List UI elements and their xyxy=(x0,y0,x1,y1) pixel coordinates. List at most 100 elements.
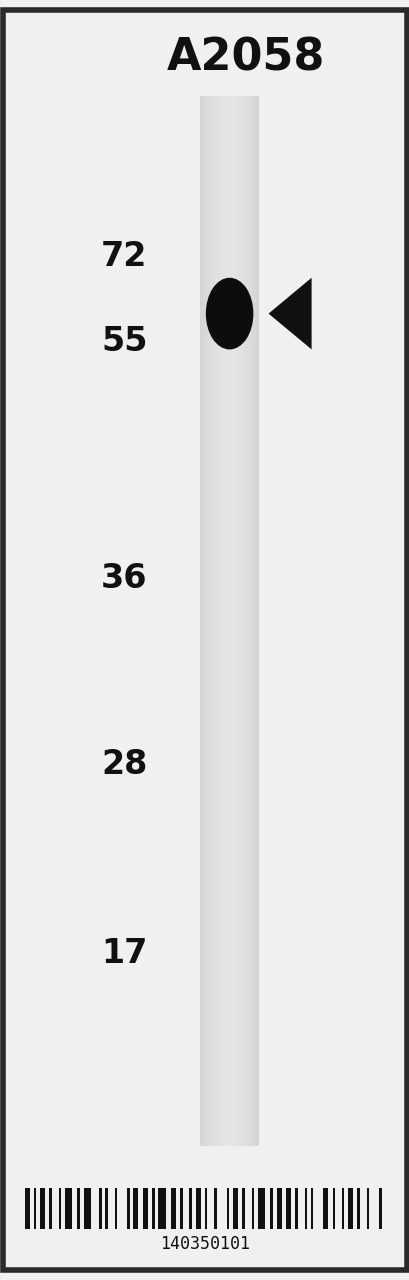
Bar xyxy=(40,1188,45,1229)
Bar xyxy=(215,96,216,1146)
Bar xyxy=(115,1188,117,1229)
Bar xyxy=(133,1188,138,1229)
Bar xyxy=(195,1188,200,1229)
Bar xyxy=(235,96,236,1146)
Bar xyxy=(248,96,249,1146)
Bar xyxy=(210,96,211,1146)
Bar xyxy=(226,96,227,1146)
Bar xyxy=(201,96,202,1146)
Bar xyxy=(310,1188,312,1229)
Bar xyxy=(223,96,224,1146)
Bar xyxy=(221,96,222,1146)
Bar xyxy=(242,1188,244,1229)
Bar xyxy=(234,96,235,1146)
Bar xyxy=(219,96,220,1146)
Bar xyxy=(232,1188,237,1229)
Bar xyxy=(230,96,231,1146)
Text: 72: 72 xyxy=(101,239,147,273)
Bar xyxy=(65,1188,72,1229)
Bar xyxy=(294,1188,297,1229)
Bar xyxy=(270,1188,272,1229)
Bar xyxy=(207,96,208,1146)
Bar xyxy=(171,1188,175,1229)
Bar xyxy=(127,1188,129,1229)
Bar xyxy=(25,1188,29,1229)
Bar xyxy=(208,96,209,1146)
Bar xyxy=(226,1188,229,1229)
Bar xyxy=(341,1188,344,1229)
Bar xyxy=(189,1188,191,1229)
Bar xyxy=(158,1188,165,1229)
Bar xyxy=(217,96,218,1146)
Text: 28: 28 xyxy=(101,748,147,781)
Bar xyxy=(206,96,207,1146)
Bar xyxy=(205,96,206,1146)
Bar xyxy=(254,96,255,1146)
Bar xyxy=(357,1188,359,1229)
Bar xyxy=(203,96,204,1146)
Bar xyxy=(58,1188,61,1229)
Bar xyxy=(218,96,219,1146)
Bar xyxy=(258,96,259,1146)
Bar xyxy=(241,96,242,1146)
Bar xyxy=(229,96,230,1146)
Bar xyxy=(253,96,254,1146)
Bar xyxy=(222,96,223,1146)
Bar xyxy=(240,96,241,1146)
Bar xyxy=(242,96,243,1146)
Text: 36: 36 xyxy=(101,562,147,595)
Polygon shape xyxy=(268,278,311,349)
Bar xyxy=(228,96,229,1146)
Text: 55: 55 xyxy=(101,325,147,358)
Bar xyxy=(105,1188,108,1229)
Bar xyxy=(213,96,214,1146)
Bar xyxy=(209,96,210,1146)
Bar xyxy=(238,96,239,1146)
Bar xyxy=(257,96,258,1146)
Bar xyxy=(332,1188,334,1229)
Bar xyxy=(246,96,247,1146)
Text: A2058: A2058 xyxy=(166,36,324,79)
Bar xyxy=(257,1188,265,1229)
Bar xyxy=(276,1188,281,1229)
Bar xyxy=(225,96,226,1146)
Bar xyxy=(232,96,233,1146)
Bar xyxy=(180,1188,182,1229)
Bar xyxy=(227,96,228,1146)
Bar xyxy=(239,96,240,1146)
Bar xyxy=(378,1188,381,1229)
Bar xyxy=(251,1188,254,1229)
Bar xyxy=(233,96,234,1146)
Bar xyxy=(202,96,203,1146)
Bar xyxy=(200,96,201,1146)
Bar xyxy=(285,1188,290,1229)
Bar xyxy=(34,1188,36,1229)
Bar xyxy=(322,1188,327,1229)
Bar xyxy=(245,96,246,1146)
Bar xyxy=(255,96,256,1146)
Bar xyxy=(304,1188,306,1229)
Bar xyxy=(252,96,253,1146)
Bar xyxy=(142,1188,147,1229)
Bar xyxy=(366,1188,369,1229)
Bar xyxy=(251,96,252,1146)
Bar xyxy=(49,1188,52,1229)
Bar xyxy=(204,1188,207,1229)
Bar xyxy=(216,96,217,1146)
Bar xyxy=(243,96,244,1146)
Text: 140350101: 140350101 xyxy=(160,1235,249,1253)
Bar xyxy=(214,1188,216,1229)
Bar xyxy=(83,1188,91,1229)
Bar xyxy=(152,1188,154,1229)
Bar xyxy=(224,96,225,1146)
Bar xyxy=(204,96,205,1146)
Bar xyxy=(77,1188,80,1229)
Bar xyxy=(347,1188,352,1229)
Bar xyxy=(211,96,212,1146)
Bar xyxy=(244,96,245,1146)
Bar xyxy=(237,96,238,1146)
Bar xyxy=(231,96,232,1146)
Bar xyxy=(99,1188,101,1229)
Bar xyxy=(220,96,221,1146)
Bar xyxy=(214,96,215,1146)
